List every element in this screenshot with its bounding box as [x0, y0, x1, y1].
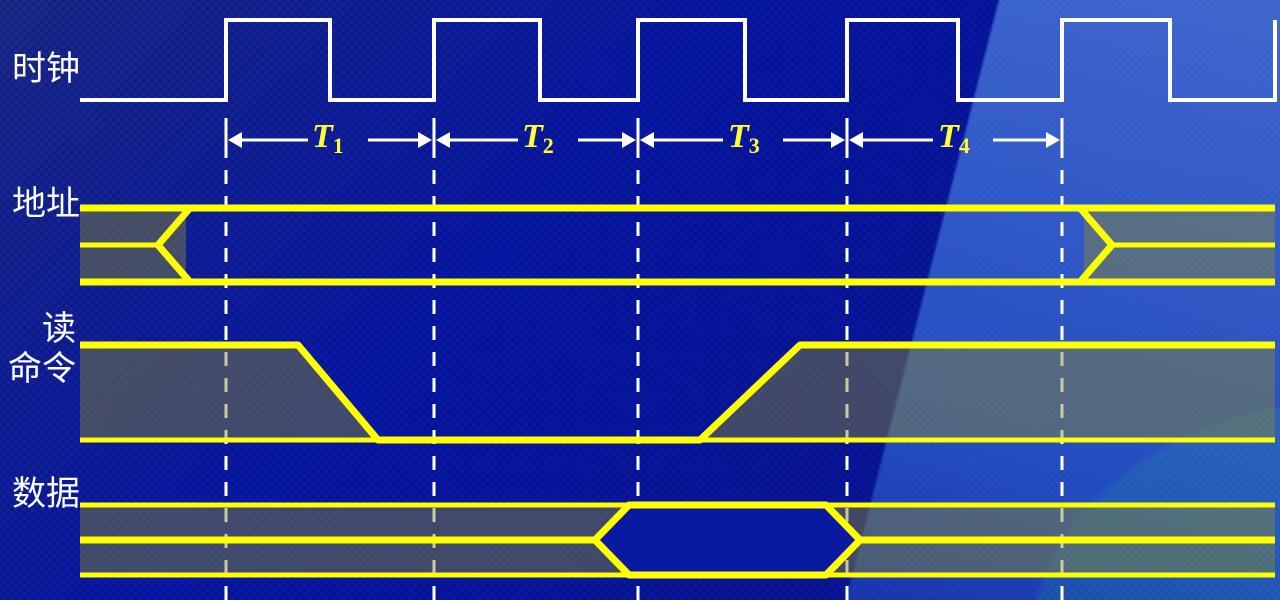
timing-diagram-svg: [0, 0, 1280, 600]
